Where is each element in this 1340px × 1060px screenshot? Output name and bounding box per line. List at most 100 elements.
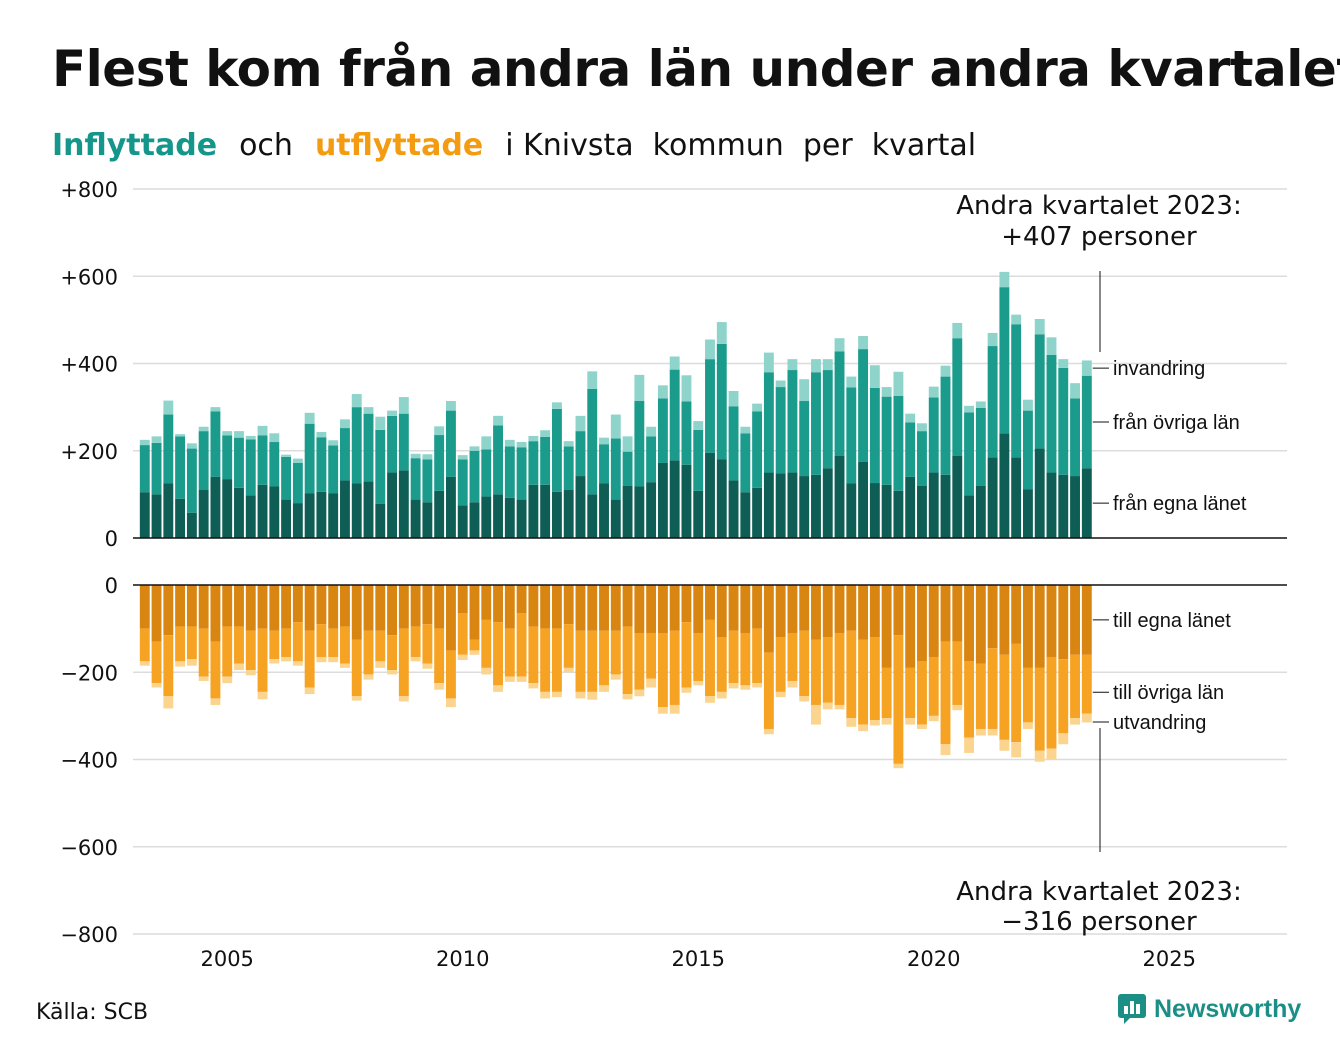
- bar-out-emigration: [398, 696, 409, 702]
- bar-out-other-counties: [304, 630, 315, 688]
- bar-out-emigration: [375, 661, 386, 668]
- bar-in-own-county: [975, 485, 986, 538]
- bar-in-own-county: [763, 472, 774, 538]
- bar-out-emigration: [445, 698, 456, 708]
- bar-in-other-counties: [257, 435, 268, 485]
- bar-out-own-county: [728, 585, 739, 631]
- x-tick-label: 2005: [200, 947, 253, 971]
- bar-in-other-counties: [917, 431, 927, 486]
- bar-out-emigration: [139, 661, 150, 666]
- bar-in-immigration: [269, 433, 280, 443]
- bar-out-other-counties: [504, 628, 515, 677]
- bar-out-own-county: [1011, 585, 1022, 644]
- bar-out-emigration: [775, 691, 786, 698]
- bar-out-own-county: [822, 585, 833, 638]
- label-from-other-counties: från övriga län: [1113, 412, 1240, 434]
- bar-in-own-county: [1046, 472, 1057, 538]
- x-tick-label: 2015: [671, 947, 724, 971]
- bar-in-immigration: [139, 439, 150, 446]
- bar-out-other-counties: [222, 626, 233, 677]
- bar-in-immigration: [363, 407, 374, 414]
- bar-in-immigration: [716, 322, 727, 344]
- bar-in-own-county: [622, 485, 633, 538]
- bar-in-own-county: [999, 433, 1010, 538]
- bar-in-other-counties: [481, 449, 492, 497]
- bar-in-other-counties: [940, 376, 951, 475]
- bar-out-own-county: [928, 585, 939, 657]
- bar-in-immigration: [905, 413, 916, 423]
- bar-in-own-county: [398, 470, 409, 538]
- bar-in-own-county: [940, 474, 951, 538]
- bar-out-emigration: [964, 737, 975, 753]
- bar-out-other-counties: [728, 630, 739, 684]
- bar-in-other-counties: [234, 437, 244, 488]
- bar-in-immigration: [410, 453, 421, 459]
- bar-out-emigration: [1058, 733, 1069, 745]
- bar-out-own-county: [987, 585, 998, 649]
- bar-out-own-county: [869, 585, 880, 638]
- bar-in-own-county: [681, 464, 692, 538]
- bar-out-other-counties: [469, 639, 480, 651]
- bar-out-other-counties: [705, 619, 715, 697]
- bar-in-own-county: [198, 490, 209, 538]
- bar-in-own-county: [964, 495, 975, 538]
- bar-out-own-county: [940, 585, 951, 642]
- bar-out-emigration: [869, 720, 880, 726]
- bar-in-other-counties: [1058, 367, 1069, 475]
- bar-in-other-counties: [445, 410, 456, 477]
- bar-in-own-county: [987, 457, 998, 538]
- bar-out-emigration: [422, 663, 433, 669]
- bar-in-own-county: [669, 460, 680, 538]
- bar-out-other-counties: [822, 637, 833, 703]
- bar-out-own-county: [1081, 585, 1092, 655]
- bar-in-other-counties: [1034, 334, 1045, 449]
- bar-in-other-counties: [422, 459, 433, 503]
- label-emigration: utvandring: [1113, 712, 1206, 734]
- bar-out-emigration: [822, 702, 833, 710]
- bar-out-other-counties: [763, 652, 774, 729]
- bar-in-own-county: [186, 512, 197, 538]
- bar-in-other-counties: [457, 459, 468, 506]
- bar-in-immigration: [351, 394, 362, 408]
- bar-in-immigration: [387, 410, 398, 416]
- bar-out-other-counties: [917, 661, 927, 725]
- bar-in-immigration: [669, 356, 680, 370]
- bar-in-immigration: [693, 421, 704, 430]
- bar-out-own-county: [340, 585, 350, 627]
- bar-out-own-county: [646, 585, 657, 633]
- bar-out-own-county: [787, 585, 798, 633]
- bar-out-other-counties: [363, 630, 374, 675]
- bar-out-other-counties: [787, 632, 798, 681]
- bar-out-emigration: [681, 687, 692, 693]
- bar-out-emigration: [151, 683, 162, 688]
- subtitle-och: och: [239, 128, 293, 163]
- bar-out-emigration: [186, 659, 197, 666]
- bar-in-immigration: [728, 390, 739, 407]
- bar-out-own-county: [634, 585, 645, 633]
- bar-out-other-counties: [869, 637, 880, 721]
- bar-in-own-county: [551, 491, 562, 538]
- bar-out-other-counties: [775, 637, 786, 692]
- bar-out-other-counties: [163, 635, 174, 697]
- bar-in-other-counties: [834, 351, 845, 456]
- bar-out-other-counties: [657, 632, 668, 708]
- label-to-own-county: till egna länet: [1113, 610, 1231, 632]
- bar-in-other-counties: [669, 369, 680, 461]
- bar-out-other-counties: [234, 626, 244, 664]
- bar-out-own-county: [1046, 585, 1057, 657]
- bar-in-other-counties: [328, 445, 339, 494]
- bar-out-other-counties: [1046, 656, 1057, 749]
- bar-out-own-county: [457, 585, 468, 614]
- bar-out-emigration: [292, 661, 303, 666]
- x-tick-label: 2020: [907, 947, 960, 971]
- bar-in-own-county: [469, 502, 480, 538]
- bar-out-other-counties: [257, 628, 268, 692]
- bar-out-own-county: [175, 585, 186, 627]
- bar-out-other-counties: [540, 628, 551, 692]
- bar-in-other-counties: [622, 451, 633, 486]
- bar-in-other-counties: [952, 338, 963, 456]
- bar-out-emigration: [304, 687, 315, 695]
- bar-in-other-counties: [563, 446, 574, 491]
- bar-out-emigration: [693, 680, 704, 686]
- bar-in-own-county: [905, 476, 916, 538]
